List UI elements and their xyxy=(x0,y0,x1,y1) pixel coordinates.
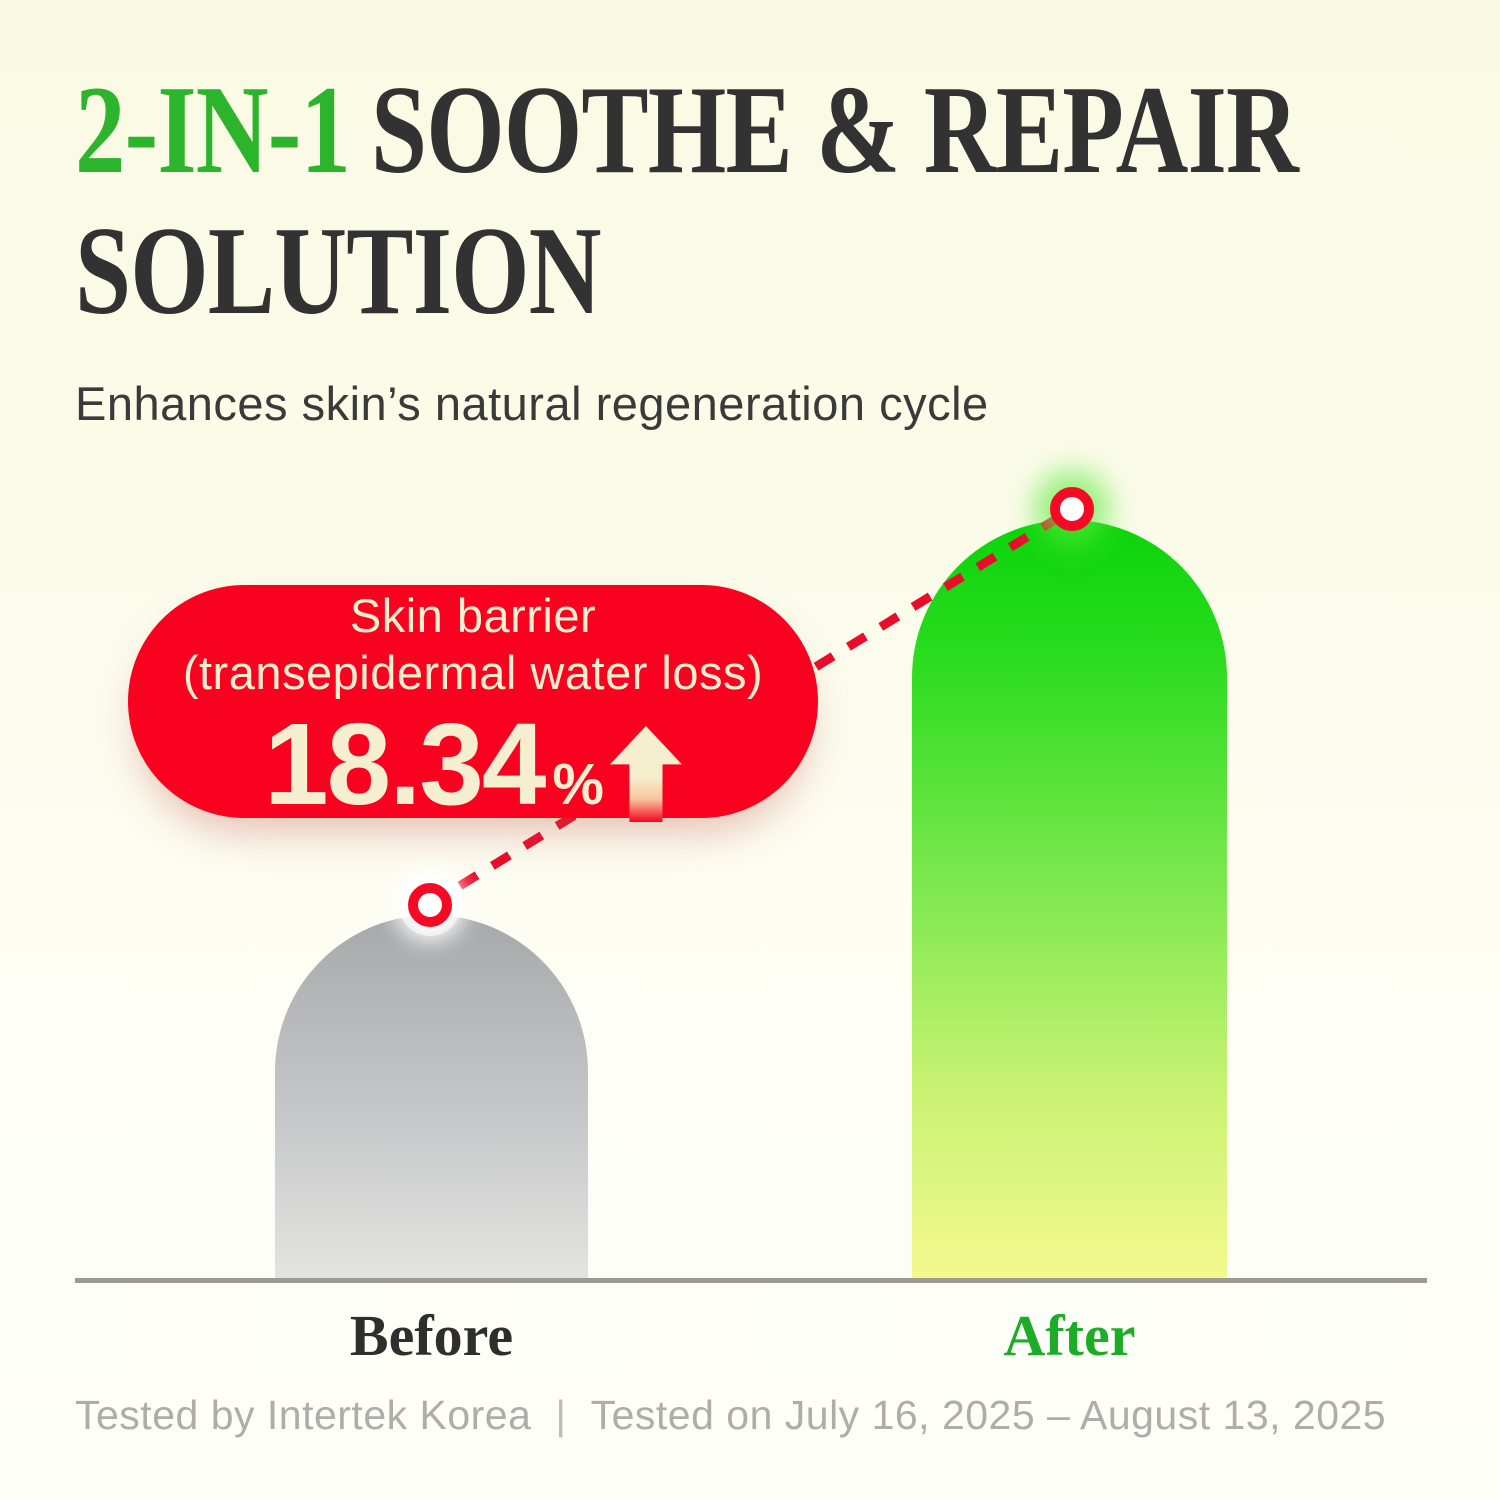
title-line-2: SOLUTION xyxy=(75,202,602,342)
data-point-marker-after xyxy=(1050,487,1094,531)
category-label-after: After xyxy=(1003,1303,1136,1368)
callout-label-line1: Skin barrier xyxy=(349,588,597,642)
page-title: 2-IN-1 SOOTHE & REPAIR SOLUTION xyxy=(75,60,1299,342)
bar-after xyxy=(912,520,1227,1278)
up-arrow-icon xyxy=(609,726,682,823)
callout-unit: % xyxy=(552,752,604,818)
title-rest: SOOTHE & REPAIR xyxy=(370,61,1299,200)
title-line-1: 2-IN-1 SOOTHE & REPAIR xyxy=(75,60,1299,201)
footer-test-info: Tested by Intertek Korea | Tested on Jul… xyxy=(75,1392,1386,1439)
callout-badge: Skin barrier (transepidermal water loss)… xyxy=(128,585,818,829)
page-subtitle: Enhances skin’s natural regeneration cyc… xyxy=(75,377,989,431)
footer-tested-by: Tested by Intertek Korea xyxy=(75,1392,532,1438)
header: 2-IN-1 SOOTHE & REPAIR SOLUTION Enhances … xyxy=(75,60,1465,431)
category-label-before: Before xyxy=(349,1303,514,1368)
footer-separator: | xyxy=(555,1392,567,1438)
data-point-marker-before xyxy=(408,883,452,927)
title-highlight: 2-IN-1 xyxy=(75,61,351,200)
callout-value-row: 18.34 % xyxy=(264,698,682,829)
footer-tested-on: Tested on July 16, 2025 – August 13, 202… xyxy=(590,1392,1387,1438)
callout-value: 18.34 xyxy=(264,698,546,829)
chart-baseline xyxy=(75,1278,1427,1283)
bar-before xyxy=(275,915,588,1278)
callout-label-line2: (transepidermal water loss) xyxy=(182,646,764,700)
